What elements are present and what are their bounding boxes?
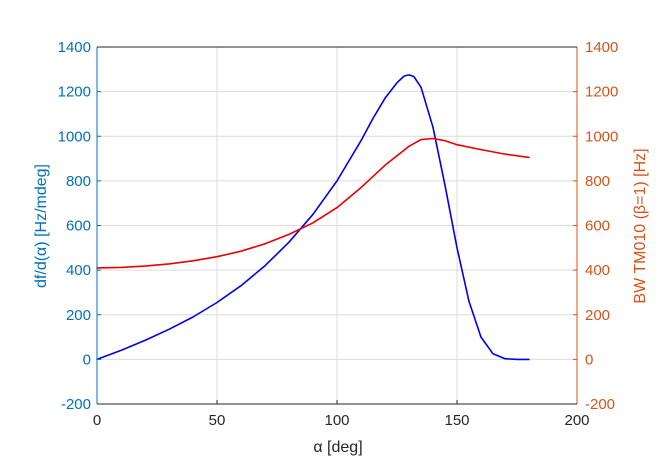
x-tick-label: 200 [564, 412, 589, 429]
axes-layer [96, 46, 578, 405]
right-tick-label: 1200 [585, 84, 618, 101]
ticks-layer: 0 50 100 150 200-200020040060080010001200140… [58, 39, 619, 429]
left-tick-label: 1400 [58, 39, 91, 56]
left-tick-label: 800 [66, 173, 91, 190]
right-tick-label: 1400 [585, 39, 618, 56]
x-tick-label: 50 [209, 412, 226, 429]
right-tick-label: 400 [585, 262, 610, 279]
series-line-left [96, 74, 530, 361]
grid-layer [97, 47, 577, 404]
right-tick-label: 0 [585, 351, 593, 368]
x-axis-label: α [deg] [313, 439, 362, 456]
series-line-right [96, 137, 530, 269]
left-tick-label: -200 [61, 396, 91, 413]
x-tick-label: 100 [324, 412, 349, 429]
x-tick-label: 0 [93, 412, 101, 429]
series-layer [96, 74, 530, 361]
left-tick-label: 1000 [58, 128, 91, 145]
left-y-axis-label: df/d(α) [Hz/mdeg] [33, 164, 50, 288]
right-tick-label: 800 [585, 173, 610, 190]
right-tick-label: 1000 [585, 128, 618, 145]
right-tick-label: 200 [585, 307, 610, 324]
left-tick-label: 600 [66, 218, 91, 235]
left-tick-label: 1200 [58, 84, 91, 101]
right-y-axis-label: BW TM010 (β=1) [Hz] [632, 148, 649, 303]
right-tick-label: -200 [585, 396, 615, 413]
left-tick-label: 400 [66, 262, 91, 279]
right-tick-label: 600 [585, 218, 610, 235]
x-tick-label: 150 [444, 412, 469, 429]
left-tick-label: 0 [83, 351, 91, 368]
left-tick-label: 200 [66, 307, 91, 324]
